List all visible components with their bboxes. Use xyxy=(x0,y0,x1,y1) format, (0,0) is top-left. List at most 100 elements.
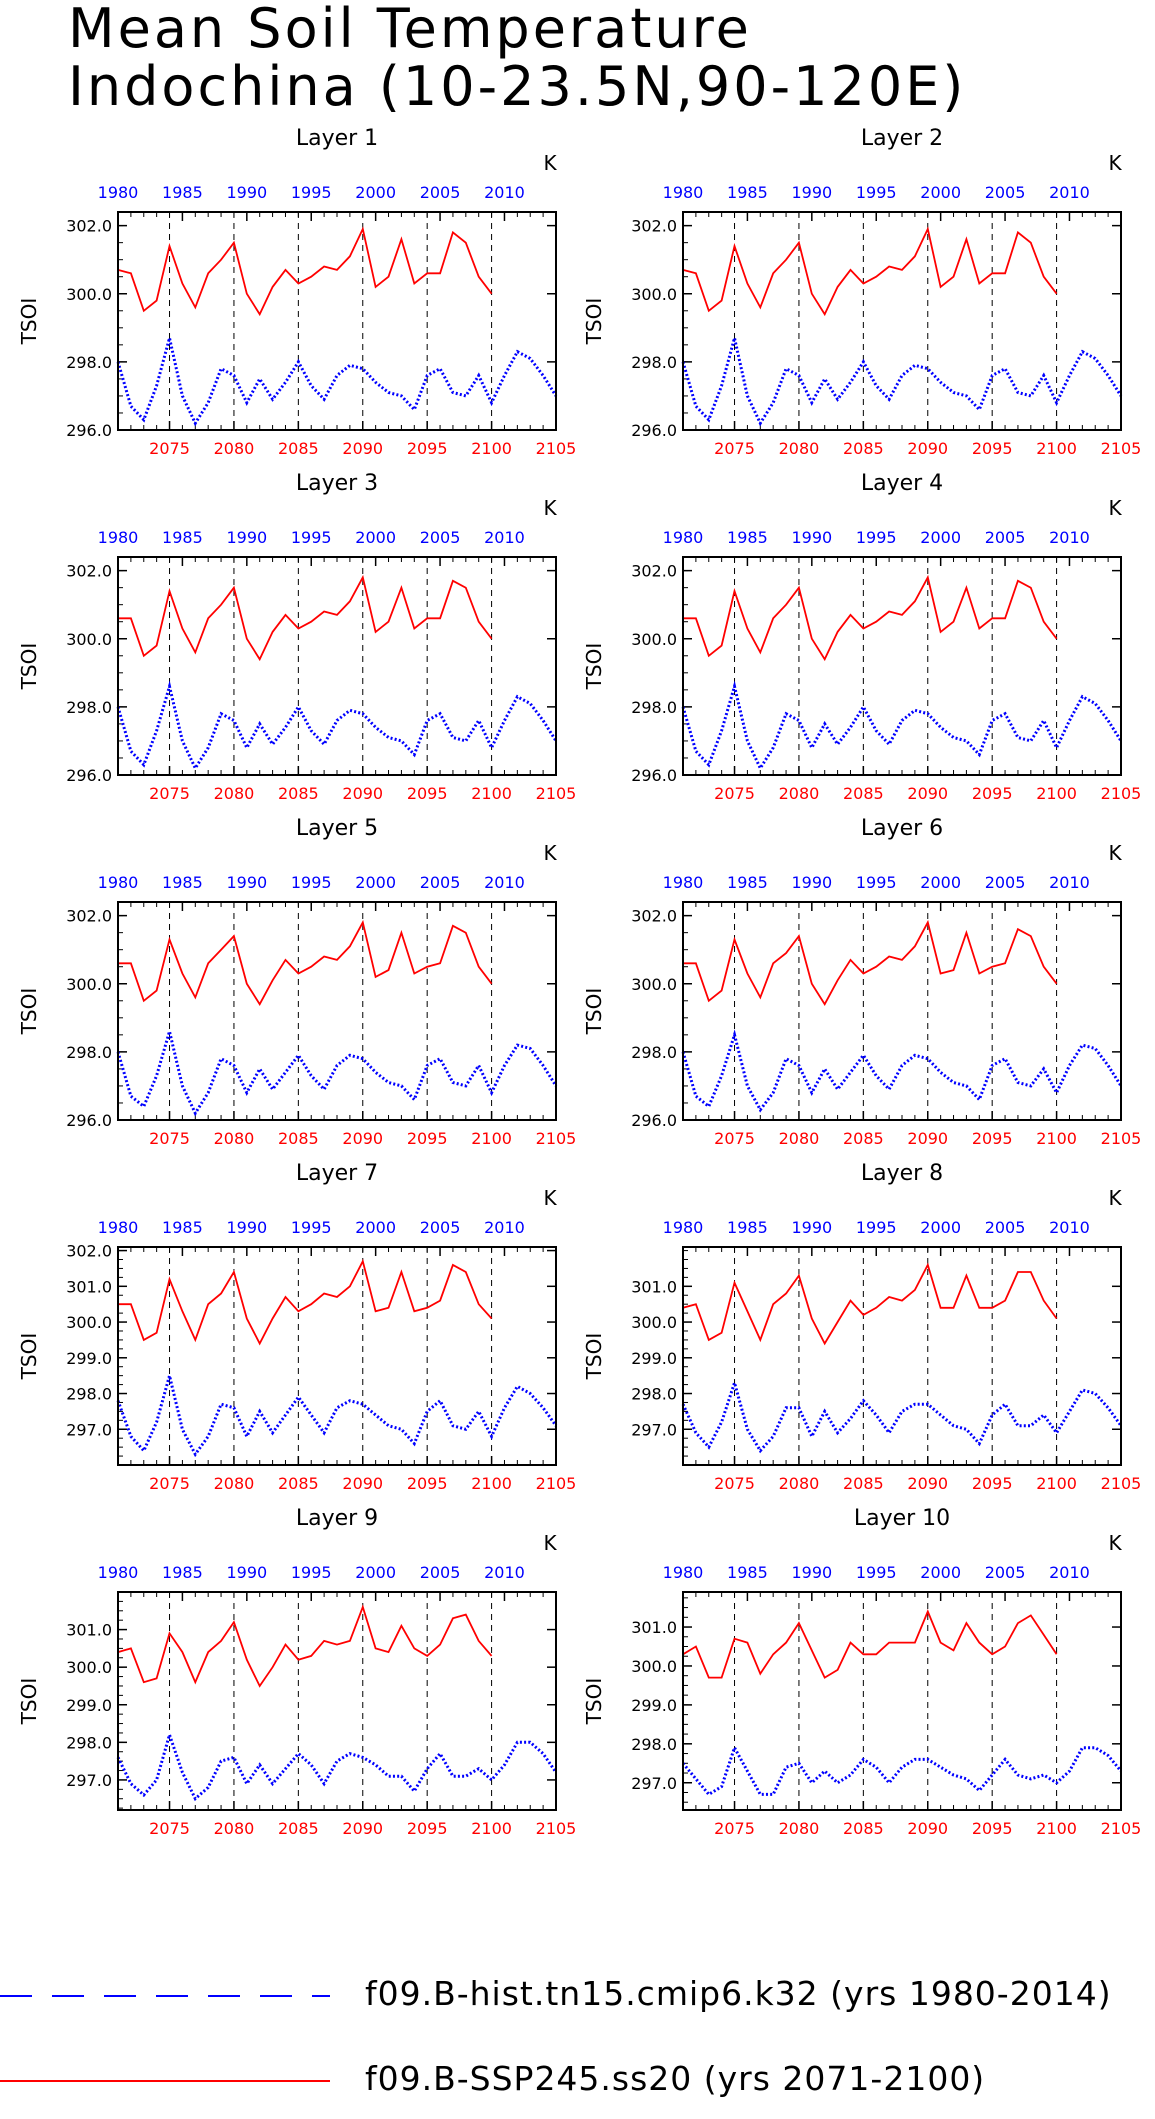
y-tick-label: 298.0 xyxy=(66,353,112,372)
x-top-tick-label: 1990 xyxy=(791,873,832,892)
x-top-tick-label: 1985 xyxy=(727,1218,768,1237)
y-tick-label: 300.0 xyxy=(631,975,677,994)
x-top-tick-label: 2000 xyxy=(355,873,396,892)
x-top-tick-label: 1985 xyxy=(162,528,203,547)
series-line-ssp xyxy=(682,1609,1058,1679)
chart-units-label: K xyxy=(1108,841,1122,865)
x-top-tick-label: 1990 xyxy=(791,528,832,547)
chart-units-label: K xyxy=(1108,1531,1122,1555)
series-line-hist xyxy=(681,1377,1123,1454)
x-bottom-tick-label: 2095 xyxy=(972,1819,1013,1838)
y-tick-label: 296.0 xyxy=(66,421,112,440)
plot-frame xyxy=(117,1591,557,1811)
y-tick-label: 298.0 xyxy=(66,1733,112,1752)
x-bottom-tick-label: 2090 xyxy=(342,1129,383,1148)
series-line-ssp xyxy=(118,1258,493,1346)
plot-frame xyxy=(117,211,557,431)
x-top-tick-label: 1985 xyxy=(727,1563,768,1582)
x-top-tick-label: 1990 xyxy=(226,1218,267,1237)
x-top-tick-label: 2005 xyxy=(420,1218,461,1237)
x-bottom-tick-label: 2085 xyxy=(278,1819,319,1838)
x-bottom-tick-label: 2105 xyxy=(536,1474,577,1493)
x-bottom-tick-label: 2105 xyxy=(536,784,577,803)
y-axis-label: TSOI xyxy=(17,298,41,346)
y-tick-label: 298.0 xyxy=(66,698,112,717)
x-top-tick-label: 1990 xyxy=(226,183,267,202)
x-top-tick-label: 2005 xyxy=(420,528,461,547)
y-tick-label: 296.0 xyxy=(631,421,677,440)
x-bottom-tick-label: 2085 xyxy=(278,784,319,803)
x-bottom-tick-label: 2100 xyxy=(471,1474,512,1493)
plot-frame xyxy=(117,901,557,1121)
x-bottom-tick-label: 2080 xyxy=(214,1129,255,1148)
x-bottom-tick-label: 2075 xyxy=(714,1129,755,1148)
x-bottom-tick-label: 2085 xyxy=(278,1129,319,1148)
x-bottom-tick-label: 2075 xyxy=(149,1819,190,1838)
x-bottom-tick-label: 2100 xyxy=(471,1129,512,1148)
y-tick-label: 302.0 xyxy=(631,562,677,581)
y-tick-label: 296.0 xyxy=(631,766,677,785)
y-axis-label: TSOI xyxy=(582,643,606,691)
x-top-tick-label: 1990 xyxy=(791,1563,832,1582)
x-bottom-tick-label: 2080 xyxy=(779,784,820,803)
y-axis-label: TSOI xyxy=(17,1678,41,1726)
y-tick-label: 298.0 xyxy=(631,698,677,717)
y-tick-label: 298.0 xyxy=(66,1385,112,1404)
x-bottom-tick-label: 2095 xyxy=(972,439,1013,458)
y-tick-label: 298.0 xyxy=(631,353,677,372)
y-tick-label: 296.0 xyxy=(66,766,112,785)
y-tick-label: 301.0 xyxy=(631,1277,677,1296)
x-bottom-tick-label: 2090 xyxy=(907,1474,948,1493)
y-tick-label: 300.0 xyxy=(631,1313,677,1332)
x-bottom-tick-label: 2100 xyxy=(471,784,512,803)
legend: f09.B-hist.tn15.cmip6.k32 (yrs 1980-2014… xyxy=(0,1960,1155,2119)
chart-title: Layer 7 xyxy=(296,1161,378,1186)
x-bottom-tick-label: 2105 xyxy=(1101,1819,1142,1838)
chart-units-label: K xyxy=(543,1186,557,1210)
x-top-tick-label: 1980 xyxy=(663,873,704,892)
x-bottom-tick-label: 2100 xyxy=(1036,1819,1077,1838)
legend-label-ssp: f09.B-SSP245.ss20 (yrs 2071-2100) xyxy=(365,2059,986,2098)
x-bottom-tick-label: 2075 xyxy=(149,1129,190,1148)
y-tick-label: 297.0 xyxy=(631,1420,677,1439)
x-top-tick-label: 1985 xyxy=(727,528,768,547)
x-bottom-tick-label: 2085 xyxy=(843,784,884,803)
chart-panel-1: Layer 1 K TSOI 296.0 298.0 300.0 302.0 2075 2080… xyxy=(17,126,576,458)
x-top-tick-label: 1985 xyxy=(727,183,768,202)
series-line-hist xyxy=(116,1369,558,1458)
chart-panel-8: Layer 8 K TSOI 297.0 298.0 299.0 300.0 301.0 207… xyxy=(582,1161,1141,1493)
y-tick-label: 296.0 xyxy=(66,1111,112,1130)
y-tick-label: 298.0 xyxy=(631,1735,677,1754)
chart-panel-5: Layer 5 K TSOI 296.0 298.0 300.0 302.0 2075 2080… xyxy=(17,816,576,1148)
y-tick-label: 301.0 xyxy=(631,1618,677,1637)
x-bottom-tick-label: 2095 xyxy=(407,1819,448,1838)
series-line-hist xyxy=(681,680,1123,772)
chart-title: Layer 4 xyxy=(861,471,943,496)
x-top-tick-label: 2010 xyxy=(484,183,525,202)
x-top-tick-label: 1990 xyxy=(226,528,267,547)
y-tick-label: 301.0 xyxy=(66,1621,112,1640)
x-bottom-tick-label: 2085 xyxy=(843,439,884,458)
x-bottom-tick-label: 2080 xyxy=(779,1129,820,1148)
plot-frame xyxy=(682,556,1122,776)
x-bottom-tick-label: 2090 xyxy=(342,439,383,458)
x-top-tick-label: 1980 xyxy=(663,1218,704,1237)
y-axis-label: TSOI xyxy=(582,988,606,1036)
series-line-ssp xyxy=(118,919,493,1006)
x-top-tick-label: 2005 xyxy=(985,1218,1026,1237)
x-bottom-tick-label: 2095 xyxy=(972,784,1013,803)
x-bottom-tick-label: 2080 xyxy=(214,1819,255,1838)
x-top-tick-label: 2010 xyxy=(484,1218,525,1237)
series-line-ssp xyxy=(117,1604,493,1688)
y-axis-label: TSOI xyxy=(17,1333,41,1381)
x-bottom-tick-label: 2080 xyxy=(214,784,255,803)
y-tick-label: 300.0 xyxy=(66,1313,112,1332)
series-line-hist xyxy=(116,337,558,427)
y-tick-label: 302.0 xyxy=(66,1242,112,1261)
x-top-tick-label: 1990 xyxy=(791,1218,832,1237)
plot-frame xyxy=(682,901,1122,1121)
y-tick-label: 300.0 xyxy=(66,630,112,649)
chart-panel-6: Layer 6 K TSOI 296.0 298.0 300.0 302.0 2075 2080… xyxy=(582,816,1141,1148)
x-bottom-tick-label: 2105 xyxy=(1101,1474,1142,1493)
x-bottom-tick-label: 2075 xyxy=(149,1474,190,1493)
